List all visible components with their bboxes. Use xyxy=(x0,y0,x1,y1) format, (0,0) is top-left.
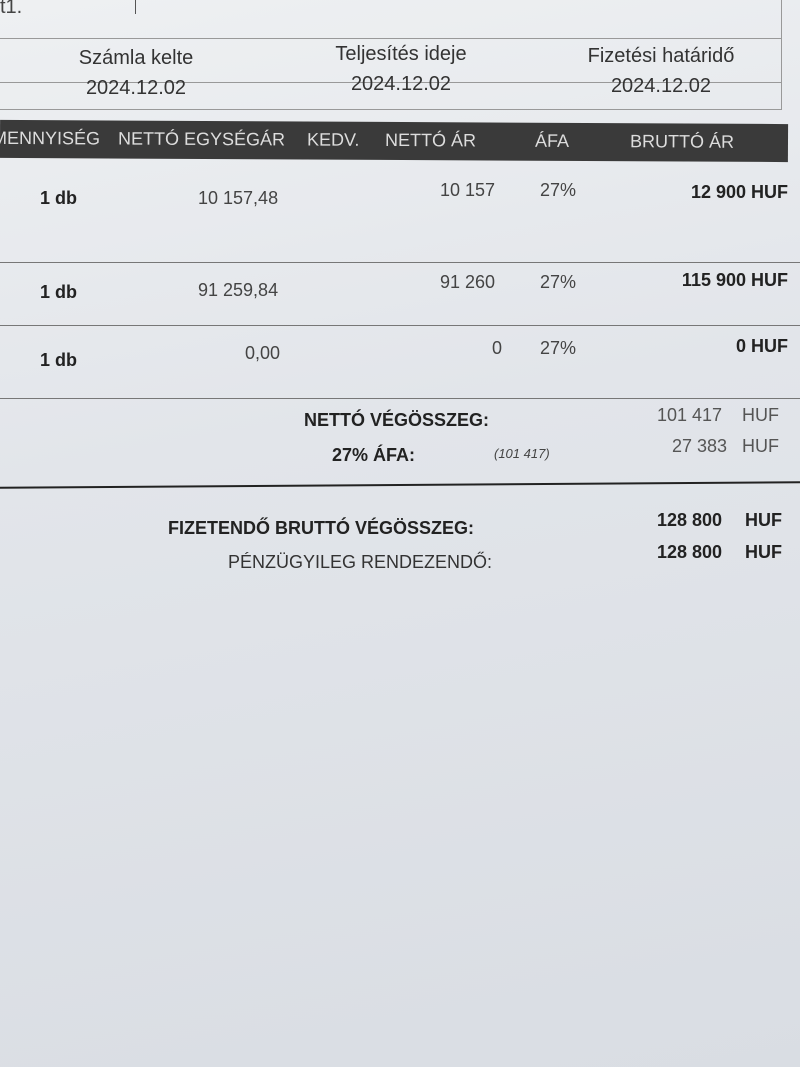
top-fragment: t1. xyxy=(0,0,23,18)
vat: 27% xyxy=(540,272,577,292)
settle-label: PÉNZÜGYILEG RENDEZENDŐ: xyxy=(228,552,493,572)
divider xyxy=(0,398,800,399)
gross: 12 900 HUF xyxy=(690,182,788,202)
net: 10 157 xyxy=(440,180,496,200)
col-gross: BRUTTÓ ÁR xyxy=(629,131,735,152)
date-label: Számla kelte xyxy=(78,47,194,69)
date-value: 2024.12.02 xyxy=(350,73,452,95)
gross-total-label: FIZETENDŐ BRUTTÓ VÉGÖSSZEG: xyxy=(168,518,475,538)
qty: 1 db xyxy=(40,188,78,208)
vat: 27% xyxy=(540,338,577,358)
date-value: 2024.12.02 xyxy=(610,75,712,97)
divider xyxy=(0,481,800,489)
date-label: Teljesítés ideje xyxy=(335,43,467,65)
gross-total-value: 128 800 xyxy=(657,510,723,530)
col-discount: KEDV. xyxy=(306,129,360,150)
gross: 115 900 HUF xyxy=(681,270,788,290)
date-label: Fizetési határidő xyxy=(587,45,735,67)
invoice-date: Számla kelte 2024.12.02 xyxy=(56,43,216,103)
unit-net: 91 259,84 xyxy=(198,280,279,300)
settle-currency: HUF xyxy=(745,542,782,562)
vat: 27% xyxy=(540,180,577,200)
col-unit-net: NETTÓ EGYSÉGÁR xyxy=(117,128,286,150)
vat-base: (101 417) xyxy=(494,446,550,461)
unit-net: 10 157,48 xyxy=(198,188,279,208)
net-total-value: 101 417 xyxy=(657,405,723,425)
vat-currency: HUF xyxy=(742,436,779,456)
qty: 1 db xyxy=(40,282,78,302)
net: 91 260 xyxy=(440,272,496,292)
due-date: Fizetési határidő 2024.12.02 xyxy=(566,41,756,101)
col-vat: ÁFA xyxy=(534,130,570,151)
gross-total-currency: HUF xyxy=(745,510,782,530)
dates-box: Számla kelte 2024.12.02 Teljesítés ideje… xyxy=(0,38,782,110)
vat-label: 27% ÁFA: xyxy=(332,445,416,465)
qty: 1 db xyxy=(40,350,78,370)
table-header: MENNYISÉG NETTÓ EGYSÉGÁR KEDV. NETTÓ ÁR … xyxy=(0,119,789,163)
date-value: 2024.12.02 xyxy=(85,77,187,99)
net: 0 xyxy=(492,338,503,358)
vat-value: 27 383 xyxy=(672,436,728,456)
divider xyxy=(0,325,800,326)
net-total-label: NETTÓ VÉGÖSSZEG: xyxy=(304,410,490,430)
col-net: NETTÓ ÁR xyxy=(384,129,477,151)
net-total-currency: HUF xyxy=(742,405,779,425)
settle-value: 128 800 xyxy=(657,542,723,562)
col-quantity: MENNYISÉG xyxy=(0,127,101,149)
divider xyxy=(135,0,136,14)
fulfillment-date: Teljesítés ideje 2024.12.02 xyxy=(311,39,491,99)
gross: 0 HUF xyxy=(735,336,788,356)
divider xyxy=(0,262,800,263)
unit-net: 0,00 xyxy=(245,343,281,363)
